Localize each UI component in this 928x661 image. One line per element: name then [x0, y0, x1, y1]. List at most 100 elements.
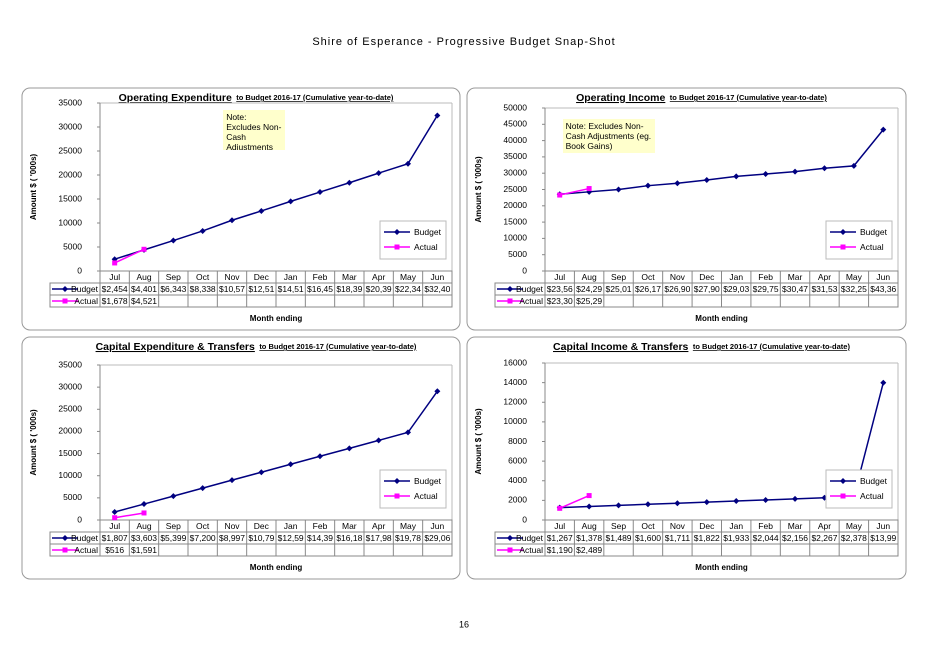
x-tick-label: Jul	[109, 521, 120, 531]
marker	[762, 496, 769, 503]
table-value: $17,98	[366, 533, 392, 543]
table-value: $18,39	[336, 284, 362, 294]
chart-title: Capital Income & Transfers to Budget 201…	[553, 338, 850, 355]
table-value: $1,378	[576, 533, 602, 543]
table-value: $4,401	[131, 284, 157, 294]
x-tick-label: May	[400, 272, 417, 282]
legend-marker	[62, 298, 68, 304]
table-value: $13,99	[870, 533, 896, 543]
table-value: $4,521	[131, 296, 157, 306]
title-sub: to Budget 2016-17 (Cumulative year-to-da…	[693, 342, 851, 351]
x-tick-label: Dec	[699, 272, 715, 282]
title-sub: to Budget 2016-17 (Cumulative year-to-da…	[236, 93, 394, 102]
table-value: $25,01	[606, 284, 632, 294]
marker	[170, 237, 177, 244]
marker	[644, 182, 651, 189]
marker	[557, 192, 563, 198]
legend-marker	[840, 493, 846, 499]
table-series-name: Actual	[74, 296, 98, 306]
legend-marker	[394, 244, 400, 250]
marker	[850, 162, 857, 169]
x-tick-label: Jun	[430, 272, 444, 282]
table-value: $2,489	[576, 545, 602, 555]
table-value: $22,34	[395, 284, 421, 294]
x-tick-label: Feb	[313, 521, 328, 531]
y-tick-label: 30000	[58, 121, 82, 131]
x-tick-label: Mar	[788, 272, 803, 282]
marker	[586, 503, 593, 510]
y-tick-label: 15000	[503, 216, 527, 226]
legend-marker	[394, 478, 400, 484]
table-value: $32,25	[841, 284, 867, 294]
title-main: Capital Expenditure & Transfers	[96, 341, 255, 353]
marker	[112, 515, 118, 521]
y-tick-label: 5000	[508, 249, 527, 259]
x-tick-label: Feb	[758, 272, 773, 282]
y-tick-label: 25000	[58, 404, 82, 414]
y-tick-label: 20000	[503, 200, 527, 210]
x-tick-label: Dec	[254, 272, 270, 282]
legend-marker	[62, 547, 68, 553]
y-axis-label: Amount $ ( '000s)	[474, 156, 483, 223]
legend-marker	[394, 229, 400, 235]
table-value: $16,18	[336, 533, 362, 543]
table-value: $10,57	[219, 284, 245, 294]
table-value: $1,267	[547, 533, 573, 543]
table-value: $8,997	[219, 533, 245, 543]
page-number: 16	[459, 619, 469, 629]
x-tick-label: Jan	[284, 521, 298, 531]
x-tick-label: Jul	[109, 272, 120, 282]
x-tick-label: Oct	[641, 521, 655, 531]
table-series-name: Actual	[74, 545, 98, 555]
x-tick-label: Mar	[342, 272, 357, 282]
x-tick-label: Apr	[818, 272, 831, 282]
marker	[615, 502, 622, 509]
x-tick-label: Dec	[254, 521, 270, 531]
chart-panel: Capital Income & Transfers to Budget 201…	[466, 336, 907, 580]
marker	[141, 246, 147, 252]
marker	[405, 429, 411, 436]
legend-marker	[840, 478, 846, 484]
title-sub: to Budget 2016-17 (Cumulative year-to-da…	[670, 93, 828, 102]
note-box: Note: Excludes Non-Cash Adjustments (eg.…	[562, 119, 655, 154]
marker	[141, 510, 147, 516]
y-tick-label: 2000	[508, 495, 527, 505]
table-value: $1,807	[102, 533, 128, 543]
y-tick-label: 10000	[503, 416, 527, 426]
table-value: $12,59	[278, 533, 304, 543]
legend-marker	[840, 229, 846, 235]
table-value: $8,338	[190, 284, 216, 294]
y-tick-label: 15000	[58, 448, 82, 458]
marker	[434, 388, 441, 395]
marker	[586, 186, 592, 192]
y-tick-label: 10000	[58, 217, 82, 227]
title-main: Capital Income & Transfers	[553, 341, 689, 353]
series-line	[559, 129, 884, 195]
y-axis-label: Amount $ ( '000s)	[474, 408, 483, 475]
y-tick-label: 25000	[503, 184, 527, 194]
x-axis-label: Month ending	[695, 563, 748, 572]
note: Note: Excludes Non-Cash Adjustments (eg.…	[562, 119, 655, 154]
title-sub: to Budget 2016-17 (Cumulative year-to-da…	[259, 342, 417, 351]
y-tick-label: 0	[77, 265, 82, 275]
marker	[199, 485, 206, 492]
table-value: $1,933	[723, 533, 749, 543]
marker	[792, 495, 799, 502]
table-value: $1,591	[131, 545, 157, 555]
chart-title: Operating Expenditure to Budget 2016-17 …	[119, 89, 394, 106]
table-series-name: Actual	[519, 545, 543, 555]
marker	[229, 477, 235, 484]
legend-box	[379, 469, 447, 509]
table-value: $29,03	[723, 284, 749, 294]
panel-border	[21, 87, 461, 331]
x-tick-label: Feb	[758, 521, 773, 531]
table-value: $14,51	[278, 284, 304, 294]
y-axis-label: Amount $ ( '000s)	[29, 409, 38, 476]
table-value: $30,47	[782, 284, 808, 294]
table-value: $31,53	[811, 284, 837, 294]
table-series-name: Budget	[516, 284, 544, 294]
x-tick-label: Feb	[313, 272, 328, 282]
y-tick-label: 5000	[63, 492, 82, 502]
table-series-name: Budget	[71, 284, 99, 294]
